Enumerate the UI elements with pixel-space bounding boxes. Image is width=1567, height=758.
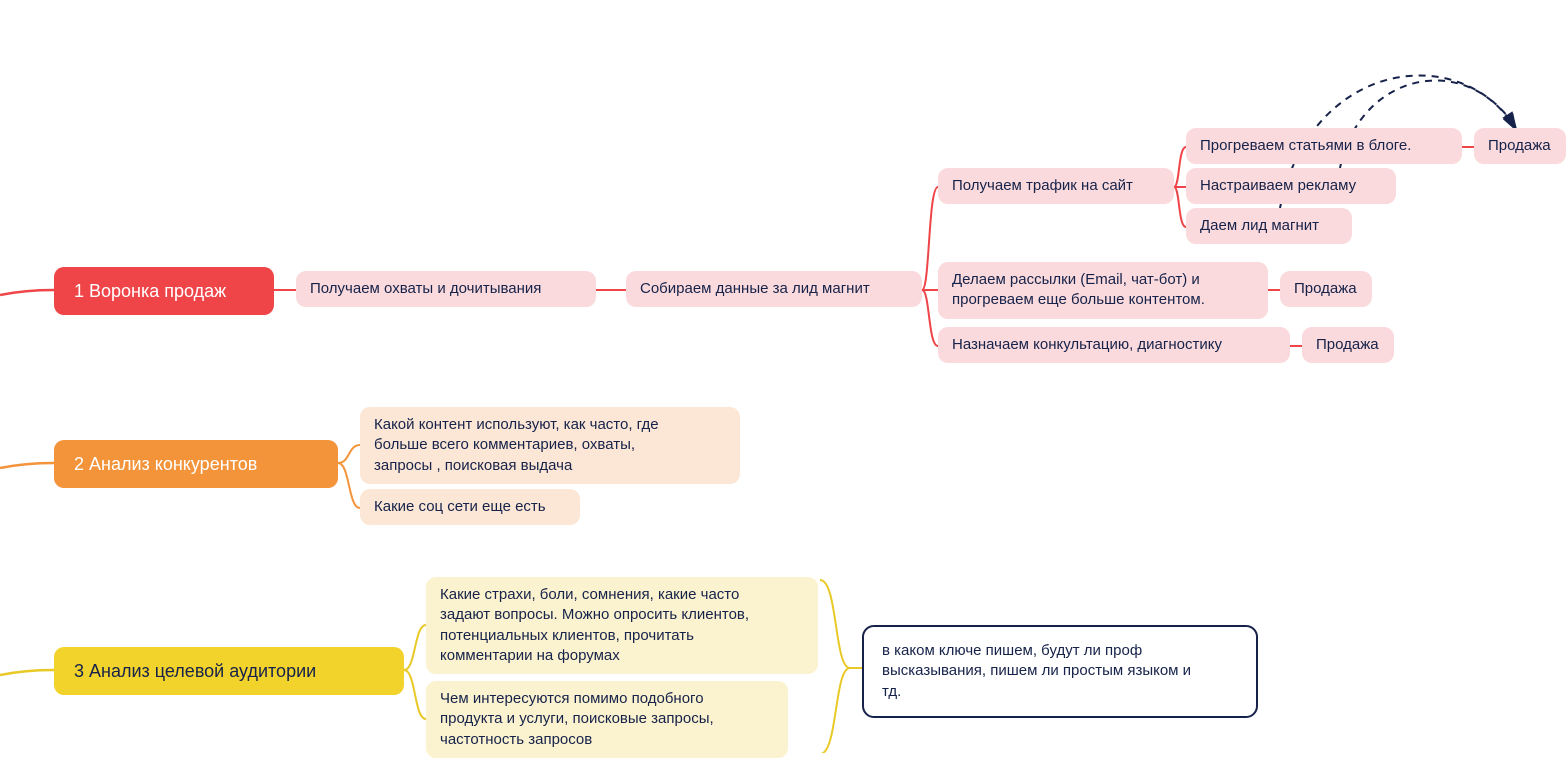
- node-ads[interactable]: Настраиваем рекламу: [1186, 168, 1396, 204]
- node-comp-socials[interactable]: Какие соц сети еще есть: [360, 489, 580, 525]
- node-collect-leadmag[interactable]: Собираем данные за лид магнит: [626, 271, 922, 307]
- node-lead-magnet[interactable]: Даем лид магнит: [1186, 208, 1352, 244]
- root-1-sales-funnel[interactable]: 1 Воронка продаж: [54, 267, 274, 315]
- node-mailings[interactable]: Делаем рассылки (Email, чат-бот) и прогр…: [938, 262, 1268, 319]
- node-aud-interests[interactable]: Чем интересуются помимо подобного продук…: [426, 681, 788, 758]
- note-tone-of-voice[interactable]: в каком ключе пишем, будут ли проф выска…: [862, 625, 1258, 718]
- node-sale-2[interactable]: Продажа: [1280, 271, 1372, 307]
- node-comp-content[interactable]: Какой контент используют, как часто, где…: [360, 407, 740, 484]
- node-blog-warmup[interactable]: Прогреваем статьями в блоге.: [1186, 128, 1462, 164]
- node-consultation[interactable]: Назначаем конкультацию, диагностику: [938, 327, 1290, 363]
- node-reach-reads[interactable]: Получаем охваты и дочитывания: [296, 271, 596, 307]
- root-2-competitors[interactable]: 2 Анализ конкурентов: [54, 440, 338, 488]
- node-sale-1[interactable]: Продажа: [1474, 128, 1566, 164]
- node-sale-3[interactable]: Продажа: [1302, 327, 1394, 363]
- node-aud-pains[interactable]: Какие страхи, боли, сомнения, какие част…: [426, 577, 818, 674]
- node-traffic[interactable]: Получаем трафик на сайт: [938, 168, 1174, 204]
- root-3-audience[interactable]: 3 Анализ целевой аудитории: [54, 647, 404, 695]
